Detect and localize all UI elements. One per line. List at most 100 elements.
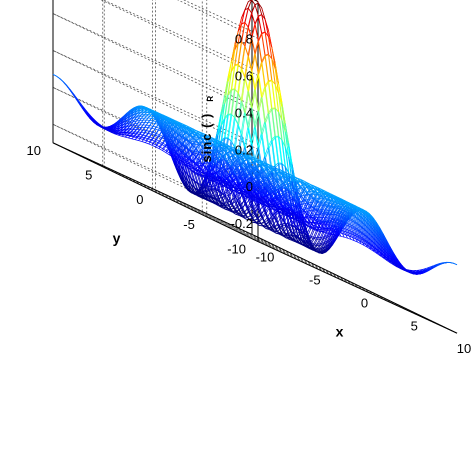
mesh-segment: [175, 147, 180, 153]
mesh-segment: [183, 145, 188, 158]
mesh-segment: [192, 129, 197, 132]
mesh-segment: [166, 123, 171, 133]
mesh-segment: [131, 135, 136, 140]
mesh-segment: [186, 126, 190, 129]
mesh-segment: [169, 140, 173, 143]
mesh-segment: [156, 116, 160, 119]
mesh-segment: [127, 131, 132, 136]
mesh-segment: [194, 190, 199, 194]
mesh-segment: [163, 123, 168, 129]
mesh-segment: [165, 121, 170, 126]
mesh-segment: [168, 135, 174, 141]
mesh-segment: [139, 112, 144, 117]
mesh-segment: [180, 164, 185, 176]
mesh-segment: [187, 188, 192, 193]
mesh-segment: [190, 168, 194, 172]
mesh-segment: [155, 136, 160, 142]
mesh-segment: [159, 140, 163, 144]
mesh-segment: [192, 140, 197, 146]
mesh-segment: [158, 146, 163, 149]
mesh-segment: [144, 108, 148, 111]
mesh-segment: [176, 164, 181, 171]
mesh-segment: [92, 120, 97, 124]
mesh-segment: [193, 151, 198, 163]
mesh-segment: [154, 129, 159, 136]
mesh-segment: [188, 165, 193, 169]
mesh-segment: [109, 126, 114, 128]
mesh-segment: [110, 124, 114, 127]
mesh-segment: [145, 130, 150, 132]
mesh-segment: [192, 148, 197, 154]
mesh-segment: [149, 136, 153, 139]
mesh-segment: [257, 40, 262, 63]
mesh-segment: [187, 175, 192, 186]
mesh-segment: [152, 133, 157, 139]
mesh-segment: [99, 125, 104, 128]
mesh-segment: [123, 114, 127, 118]
grid-line: [177, 0, 259, 39]
mesh-segment: [183, 145, 187, 149]
mesh-segment: [172, 123, 177, 126]
mesh-segment: [126, 119, 130, 122]
mesh-segment: [156, 121, 161, 128]
mesh-segment: [180, 179, 185, 186]
mesh-segment: [189, 159, 194, 172]
mesh-segment: [172, 119, 177, 123]
y-axis-line: [52, 142, 259, 243]
mesh-segment: [83, 109, 87, 115]
mesh-segment: [156, 119, 161, 126]
mesh-segment: [190, 187, 195, 192]
mesh-segment: [260, 96, 266, 122]
mesh-segment: [191, 170, 196, 183]
mesh-segment: [164, 122, 169, 130]
mesh-segment: [89, 118, 94, 123]
mesh-segment: [158, 142, 163, 147]
mesh-segment: [166, 119, 171, 128]
mesh-segment: [183, 162, 188, 175]
mesh-segment: [271, 109, 276, 138]
mesh-segment: [171, 126, 176, 131]
mesh-segment: [116, 127, 120, 130]
mesh-segment: [148, 131, 154, 138]
mesh-segment: [192, 156, 197, 161]
mesh-segment: [133, 106, 138, 109]
mesh-segment: [165, 137, 170, 141]
mesh-segment: [86, 113, 91, 118]
mesh-segment: [156, 111, 161, 115]
mesh-segment: [119, 124, 124, 127]
mesh-segment: [182, 135, 187, 139]
floor-edge: [52, 142, 253, 235]
mesh-segment: [176, 122, 180, 125]
mesh-segment: [126, 111, 131, 115]
mesh-segment: [185, 138, 190, 142]
mesh-segment: [132, 116, 137, 119]
mesh-segment: [185, 153, 190, 158]
mesh-segment: [129, 133, 133, 137]
mesh-segment: [172, 135, 177, 139]
mesh-segment: [215, 187, 220, 189]
mesh-segment: [162, 146, 166, 151]
mesh-segment: [186, 157, 191, 170]
mesh-segment: [111, 131, 115, 134]
mesh-segment: [155, 134, 160, 140]
mesh-segment: [102, 127, 107, 130]
mesh-segment: [165, 150, 170, 154]
mesh-segment: [119, 117, 124, 121]
mesh-segment: [180, 174, 185, 181]
mesh-segment: [125, 132, 130, 136]
mesh-segment: [136, 108, 141, 110]
mesh-segment: [265, 87, 270, 115]
mesh-segment: [169, 119, 174, 122]
mesh-segment: [182, 129, 187, 133]
mesh-segment: [109, 129, 113, 132]
mesh-segment: [136, 116, 141, 122]
mesh-segment: [142, 130, 147, 136]
mesh-segment: [193, 186, 198, 194]
mesh-segment: [170, 153, 175, 162]
mesh-segment: [160, 129, 165, 138]
mesh-segment: [193, 150, 197, 153]
mesh-segment: [159, 134, 163, 137]
mesh-segment: [125, 129, 130, 134]
mesh-segment: [145, 115, 150, 121]
